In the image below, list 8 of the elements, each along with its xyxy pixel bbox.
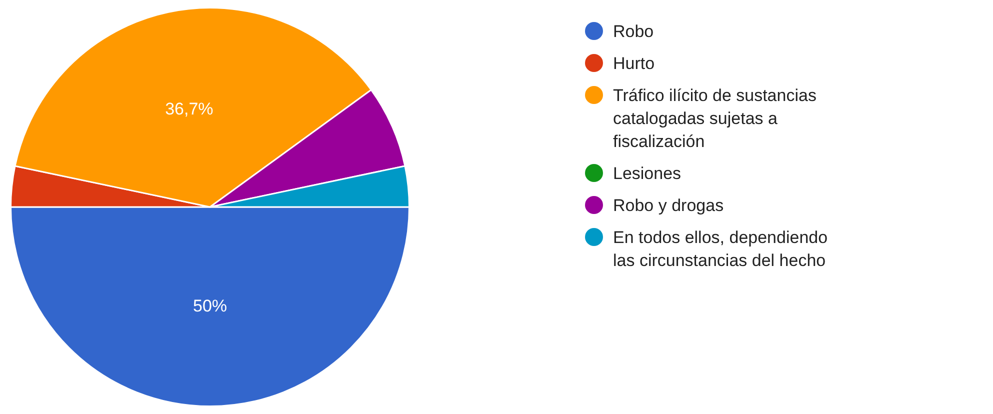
legend-label: Hurto — [613, 53, 655, 75]
legend-label: Tráfico ilícito de sustancias catalogadas sujetas a fiscalización — [613, 85, 818, 153]
data-label: 50% — [192, 296, 228, 316]
legend-label: En todos ellos, dependiendo las circunstancias del hecho — [613, 227, 829, 272]
legend-label: Lesiones — [613, 163, 682, 185]
data-label: 36,7% — [165, 99, 214, 118]
legend-label: Robo y drogas — [613, 195, 724, 217]
legend-label: Robo — [613, 21, 654, 43]
